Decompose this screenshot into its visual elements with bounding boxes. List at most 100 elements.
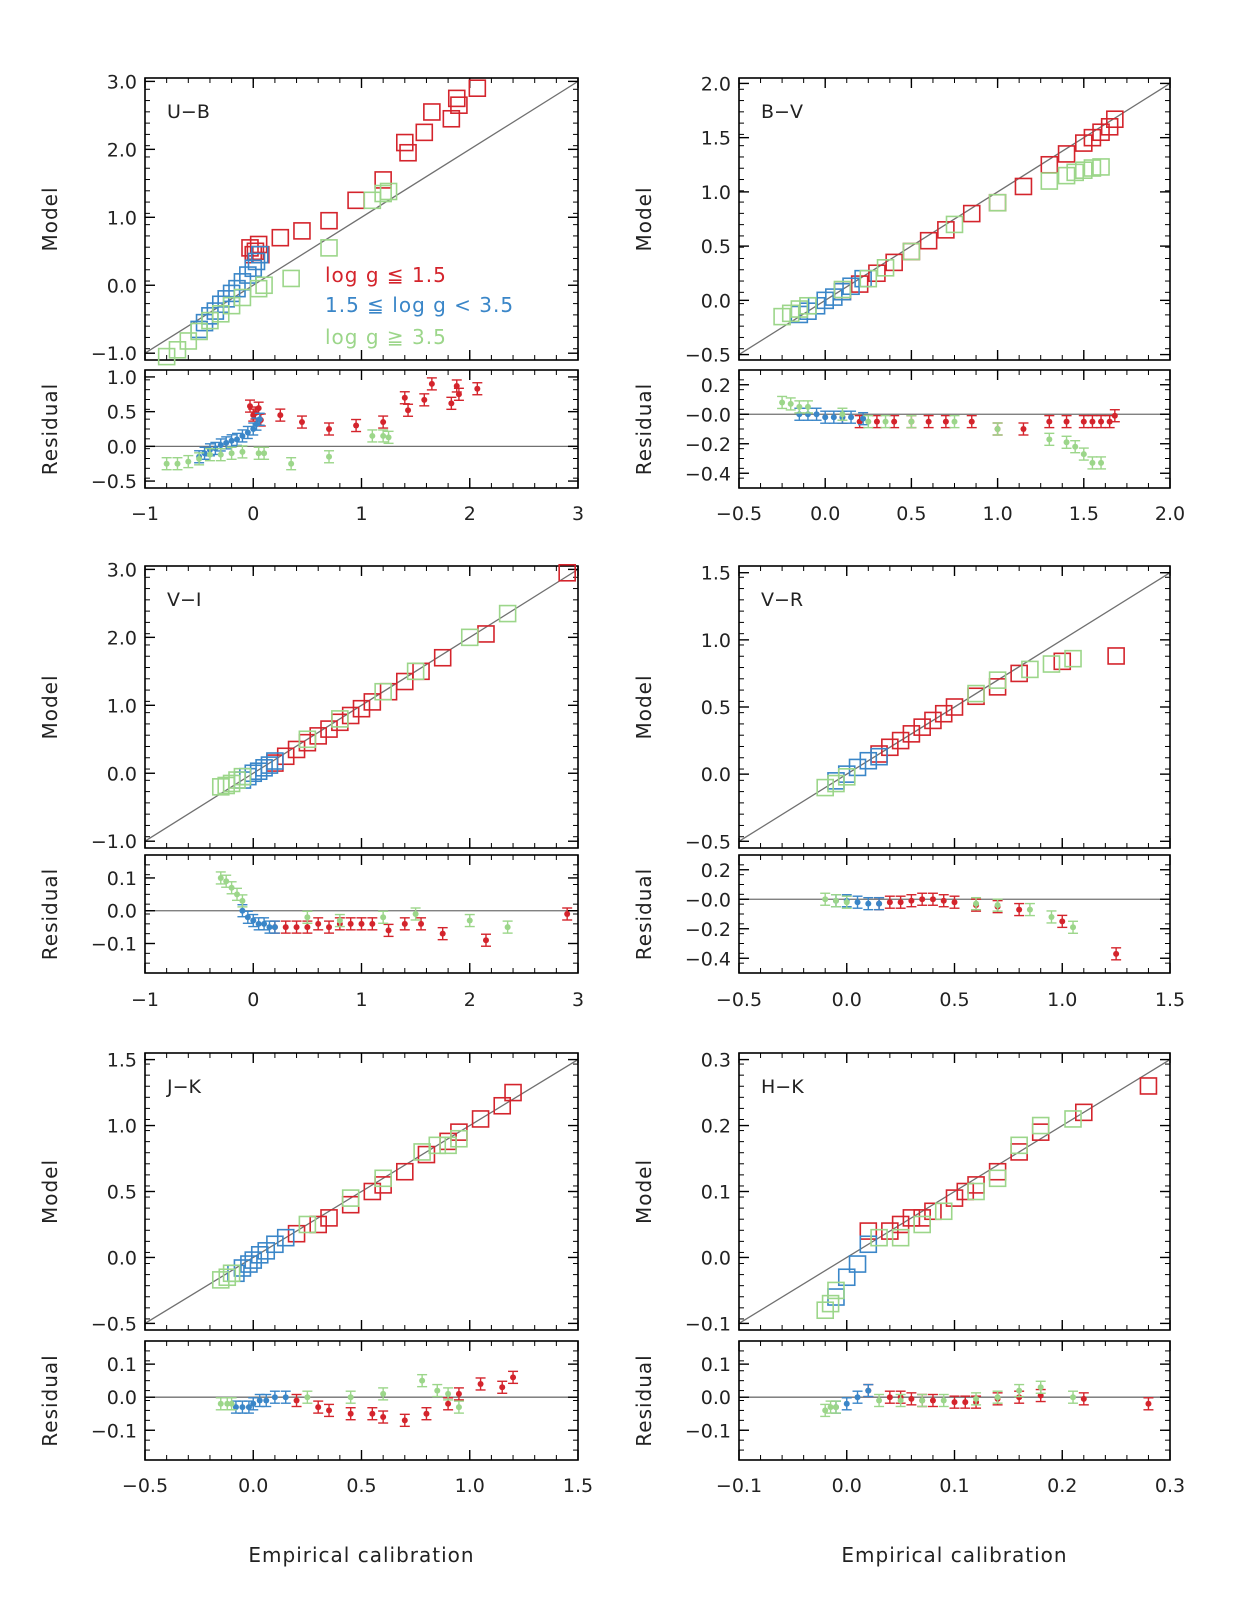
panel-4: −0.5 0.0 0.5 1.0 1.5 −0.5 0.0 0.5 1.0 1.5 −0.4 −0.2… [632, 563, 1185, 1011]
model-point-red [347, 191, 365, 210]
model-point-red [891, 1215, 910, 1234]
y-tick-label: 1.0 [107, 1116, 137, 1138]
model-point-green [168, 341, 187, 359]
residual-point-blue [239, 907, 246, 914]
residual-point-green [843, 899, 850, 906]
model-point-red [287, 1224, 306, 1243]
y-tick-label: 0.2 [701, 1116, 731, 1138]
x-tick-label: 0.0 [832, 1475, 862, 1497]
residual-point-blue [201, 450, 208, 457]
residual-point-blue [266, 924, 273, 931]
x-tick-label: 0.3 [1155, 1475, 1185, 1497]
residual-point-red [1020, 426, 1027, 432]
residual-plot-frame [738, 369, 1171, 489]
residual-point-red [453, 382, 460, 389]
residual-point-red [873, 418, 880, 425]
residual-point-green [804, 403, 811, 410]
model-point-red [891, 731, 910, 750]
panel-1: −1 0 1 2 3 −1.0 0.0 1.0 2.0 3.0 −0.5 0.0 0.5 1.0 Model… [38, 71, 584, 525]
model-point-red [504, 1083, 522, 1102]
model-point-blue [222, 284, 241, 303]
residual-point-blue [813, 411, 820, 418]
y-tick-label: −1.0 [91, 343, 137, 365]
model-point-red [881, 1222, 899, 1240]
x-tick-label: 1.0 [455, 1475, 485, 1497]
residual-point-blue [244, 429, 251, 436]
residual-point-red [347, 1410, 354, 1417]
model-point-blue [266, 752, 284, 770]
model-point-red [934, 704, 953, 723]
color-index-label: U−B [167, 101, 210, 123]
residual-point-red [929, 1397, 936, 1404]
model-point-red [902, 725, 921, 743]
model-point-red [988, 1162, 1007, 1181]
model-point-green [498, 604, 517, 623]
residual-point-green [336, 917, 343, 924]
residual-plot-frame [144, 854, 579, 974]
model-point-green [902, 242, 921, 261]
model-point-green [211, 778, 230, 796]
residual-point-green [1070, 1394, 1077, 1401]
residual-point-green [1026, 906, 1033, 913]
model-point-green [439, 1136, 457, 1155]
residual-point-green [822, 896, 829, 903]
residual-point-green [217, 874, 224, 881]
residual-y-tick-label: −0.1 [685, 1420, 731, 1442]
x-tick-label: 0.5 [346, 1475, 376, 1497]
residual-point-green [822, 1407, 829, 1414]
model-point-green [320, 239, 338, 257]
residual-point-green [304, 914, 311, 921]
model-point-red [374, 1176, 392, 1194]
model-point-blue [244, 259, 263, 278]
model-point-red [913, 1209, 931, 1227]
model-point-green [913, 1215, 931, 1234]
model-point-green [298, 1215, 317, 1234]
residual-point-red [897, 899, 904, 906]
model-point-green [1031, 1116, 1050, 1135]
residual-point-blue [256, 416, 263, 423]
residual-point-green [385, 434, 392, 441]
model-point-green [363, 191, 382, 210]
residual-point-green [224, 1400, 231, 1407]
residual-point-red [1046, 418, 1053, 425]
model-point-green [1040, 172, 1059, 190]
residual-y-tick-label: −0.4 [685, 948, 731, 970]
residual-point-blue [223, 439, 230, 446]
residual-point-red [1016, 906, 1023, 913]
model-point-green [374, 1169, 392, 1188]
residual-y-tick-label: 0.0 [701, 1387, 731, 1409]
y-tick-label: 0.0 [701, 290, 731, 312]
x-tick-label: 3 [572, 989, 584, 1011]
residual-point-red [1113, 950, 1120, 957]
color-index-label: B−V [761, 101, 803, 123]
residual-point-red [326, 1407, 333, 1414]
residual-point-red [277, 412, 284, 419]
model-point-green [1042, 655, 1061, 673]
model-point-red [558, 563, 576, 582]
residual-point-green [163, 460, 170, 467]
residual-point-green [185, 458, 192, 465]
model-point-red [363, 693, 382, 711]
x-tick-label: 1.5 [1155, 989, 1185, 1011]
y-tick-label: −0.1 [685, 1313, 731, 1335]
residual-point-green [1080, 451, 1087, 458]
one-to-one-line [145, 1059, 578, 1324]
panel-6: −0.1 0.0 0.1 0.2 0.3 −0.1 0.0 0.1 0.2 0.3 −0.1 0.0 0… [632, 1050, 1185, 1567]
legend: log g ≦ 1.5 1.5 ≦ log g < 3.5 log g ≧ 3.5 [325, 263, 513, 349]
model-point-red [988, 678, 1007, 696]
model-point-green [374, 682, 392, 701]
model-point-green [988, 671, 1007, 689]
model-point-blue [228, 279, 246, 298]
x-tick-label: −0.5 [122, 1475, 168, 1497]
residual-axis-title: Residual [632, 1354, 656, 1446]
residual-y-tick-label: 0.2 [701, 860, 731, 882]
residual-y-tick-label: −0.2 [685, 434, 731, 456]
residual-y-tick-label: −0.5 [91, 471, 137, 493]
y-tick-label: 0.0 [701, 764, 731, 786]
panel-3: −1 0 1 2 3 −1.0 0.0 1.0 2.0 3.0 −0.1 0.0 0.1 Model Res… [38, 559, 584, 1011]
residual-point-blue [854, 899, 861, 906]
x-tick-label: −0.5 [716, 503, 762, 525]
x-tick-label: 0.1 [939, 1475, 969, 1497]
model-point-red [1010, 664, 1028, 683]
x-tick-label: 0 [247, 503, 259, 525]
